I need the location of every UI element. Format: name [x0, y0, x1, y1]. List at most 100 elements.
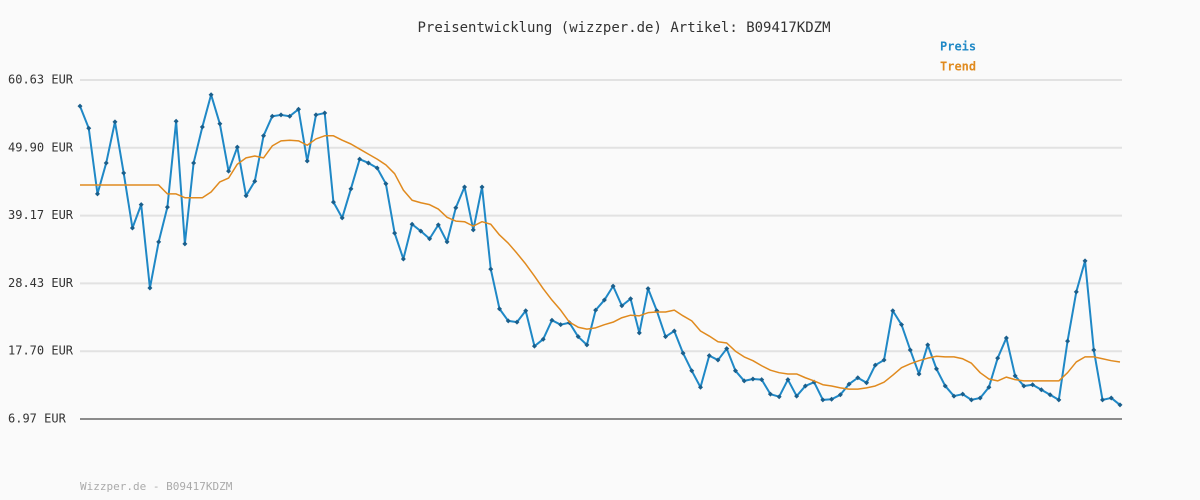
data-point — [383, 181, 389, 187]
data-point — [1082, 258, 1088, 264]
data-point — [514, 319, 520, 325]
data-point — [252, 178, 258, 184]
data-point — [234, 144, 240, 150]
data-point — [330, 199, 336, 205]
data-point — [496, 306, 502, 312]
data-point — [540, 336, 546, 342]
data-point — [1073, 289, 1079, 295]
data-point — [295, 106, 301, 112]
data-point — [785, 377, 791, 383]
data-point — [1003, 335, 1009, 341]
data-point — [444, 239, 450, 245]
data-point — [1038, 387, 1044, 393]
chart-title: Preisentwicklung (wizzper.de) Artikel: B… — [417, 20, 830, 36]
data-point — [523, 308, 529, 314]
data-point — [1117, 402, 1123, 408]
data-point — [1065, 338, 1071, 344]
data-point — [549, 317, 555, 323]
data-point — [304, 158, 310, 164]
data-point — [374, 165, 380, 171]
data-point — [173, 118, 179, 124]
data-point — [741, 378, 747, 384]
data-point — [313, 112, 319, 118]
legend-label: Trend — [940, 60, 976, 74]
data-point — [890, 308, 896, 314]
data-point — [689, 368, 695, 374]
data-point — [881, 357, 887, 363]
data-point — [357, 156, 363, 162]
data-point — [77, 103, 83, 109]
data-point — [864, 380, 870, 386]
data-point — [645, 286, 651, 292]
data-point — [94, 191, 100, 197]
data-point — [1047, 392, 1053, 398]
data-point — [698, 384, 704, 390]
data-point — [86, 125, 92, 131]
data-point — [427, 236, 433, 242]
y-tick-label: 60.63 EUR — [8, 73, 74, 87]
data-point — [208, 92, 214, 98]
data-point — [322, 110, 328, 116]
data-point — [671, 328, 677, 334]
data-point — [986, 384, 992, 390]
data-point — [191, 160, 197, 166]
data-point — [601, 297, 607, 303]
data-point — [435, 222, 441, 228]
data-point — [802, 383, 808, 389]
data-point — [558, 322, 564, 328]
data-point — [226, 168, 232, 174]
data-point — [243, 193, 249, 199]
series-line — [79, 93, 1121, 406]
data-point — [147, 285, 153, 291]
data-point — [278, 112, 284, 118]
data-point — [968, 397, 974, 403]
data-point — [129, 225, 135, 231]
data-point — [575, 334, 581, 340]
data-point — [584, 342, 590, 348]
data-point — [829, 396, 835, 402]
data-point — [1091, 347, 1097, 353]
data-point — [916, 371, 922, 377]
data-point — [837, 392, 843, 398]
legend-label: Preis — [940, 40, 976, 54]
data-point — [217, 121, 223, 127]
data-point — [112, 119, 118, 125]
data-point — [462, 184, 468, 190]
data-point — [680, 350, 686, 356]
data-point — [715, 357, 721, 363]
data-point — [182, 241, 188, 247]
data-point — [872, 362, 878, 368]
y-tick-label: 17.70 EUR — [8, 344, 74, 358]
data-point — [977, 395, 983, 401]
data-point — [488, 266, 494, 272]
data-point — [776, 394, 782, 400]
data-point — [470, 227, 476, 233]
data-point — [1100, 397, 1106, 403]
data-point — [706, 353, 712, 359]
data-point — [269, 113, 275, 119]
data-point — [846, 381, 852, 387]
data-point — [593, 307, 599, 313]
data-point — [392, 230, 398, 236]
data-point — [636, 330, 642, 336]
data-point — [610, 283, 616, 289]
data-point — [732, 368, 738, 374]
data-point — [400, 256, 406, 262]
data-point — [1056, 397, 1062, 403]
data-point — [479, 184, 485, 190]
data-point — [960, 391, 966, 397]
data-point — [287, 113, 293, 119]
y-tick-label: 6.97 EUR — [8, 412, 67, 426]
data-point — [199, 124, 205, 130]
series-line — [80, 135, 1121, 390]
footer: Wizzper.de - B09417KDZM — [80, 480, 233, 493]
data-point — [907, 347, 913, 353]
data-point — [348, 186, 354, 192]
data-point — [942, 383, 948, 389]
data-point — [1108, 395, 1114, 401]
data-point — [899, 322, 905, 328]
y-tick-label: 39.17 EUR — [8, 208, 74, 222]
data-point — [794, 393, 800, 399]
data-point — [418, 228, 424, 234]
